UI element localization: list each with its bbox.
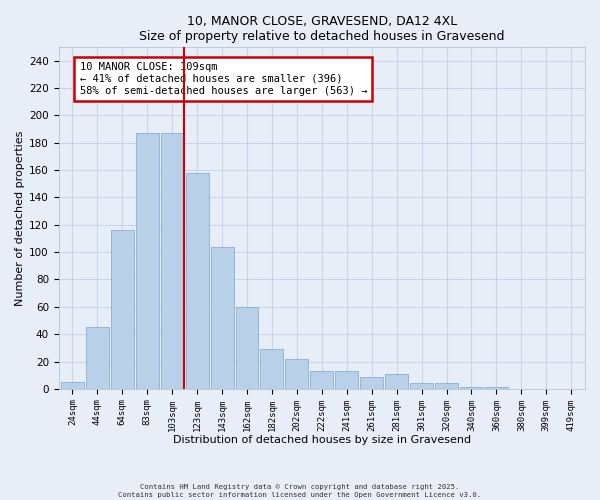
Bar — [460, 388, 483, 389]
Bar — [111, 230, 134, 389]
Bar — [185, 173, 209, 389]
Y-axis label: Number of detached properties: Number of detached properties — [15, 130, 25, 306]
Bar — [435, 384, 458, 389]
Text: 10 MANOR CLOSE: 109sqm
← 41% of detached houses are smaller (396)
58% of semi-de: 10 MANOR CLOSE: 109sqm ← 41% of detached… — [80, 62, 367, 96]
Bar — [410, 384, 433, 389]
Text: Contains HM Land Registry data © Crown copyright and database right 2025.
Contai: Contains HM Land Registry data © Crown c… — [118, 484, 482, 498]
Bar — [260, 349, 283, 389]
Bar — [485, 388, 508, 389]
Bar — [161, 133, 184, 389]
Bar — [61, 382, 84, 389]
Bar — [286, 359, 308, 389]
Bar — [236, 307, 259, 389]
Title: 10, MANOR CLOSE, GRAVESEND, DA12 4XL
Size of property relative to detached house: 10, MANOR CLOSE, GRAVESEND, DA12 4XL Siz… — [139, 15, 505, 43]
Bar — [385, 374, 408, 389]
Bar — [335, 371, 358, 389]
Bar — [360, 376, 383, 389]
Bar — [310, 371, 333, 389]
X-axis label: Distribution of detached houses by size in Gravesend: Distribution of detached houses by size … — [173, 435, 471, 445]
Bar — [136, 133, 158, 389]
Bar — [86, 328, 109, 389]
Bar — [211, 246, 233, 389]
